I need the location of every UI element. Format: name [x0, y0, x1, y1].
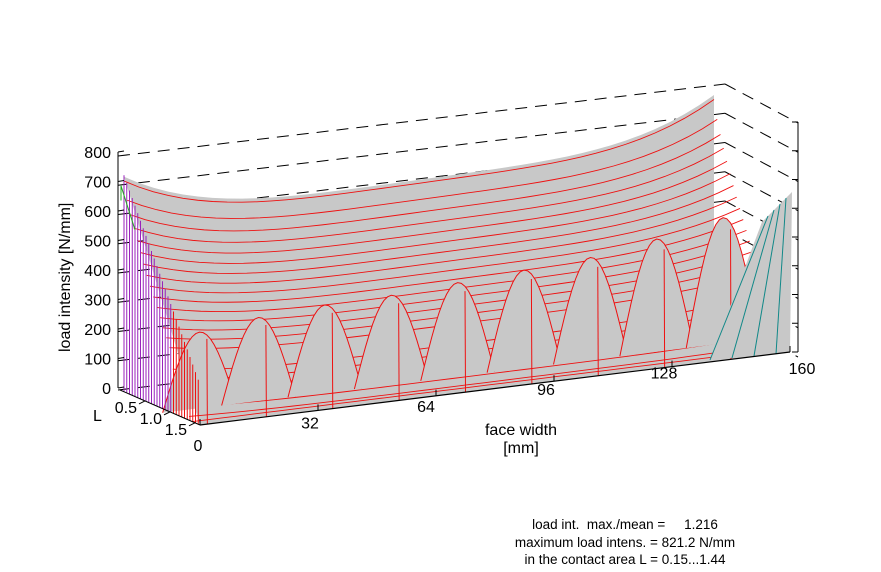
z-tick-label: 800 [84, 145, 111, 162]
x-tick-label: 160 [789, 361, 816, 378]
axes: 0 100 200 300 400 500 600 700 800 0 32 64 96 128 160 0.… [84, 121, 816, 455]
z-tick-label: 400 [84, 263, 111, 280]
contact-diagonal [331, 312, 334, 409]
contact-diagonal [265, 324, 267, 417]
contact-lobe-fill [288, 304, 362, 398]
gridline [117, 83, 726, 157]
right-flank-line [731, 209, 775, 359]
surface-line [136, 160, 728, 254]
z-tick-label: 300 [84, 293, 111, 310]
z-tick-label: 200 [84, 322, 111, 339]
contact-lobe-fill [221, 317, 296, 406]
contact-lobe-fill [354, 295, 429, 390]
contact-lobe [353, 294, 429, 390]
z-tick [117, 150, 125, 153]
contact-lobe [221, 317, 296, 406]
z-tick [117, 357, 125, 359]
depth-tick-label: 1.5 [165, 422, 187, 439]
contact-lobe-fill [553, 257, 628, 365]
z-tick [117, 268, 125, 271]
depth-axis-label: L [93, 408, 102, 425]
z-tick-label: 100 [84, 352, 111, 369]
load-surface [120, 94, 792, 426]
contact-diagonal [663, 249, 666, 368]
x-tick-label: 32 [301, 415, 319, 432]
contact-lobe-fill [487, 270, 561, 373]
stat-contact-area: in the contact area L = 0.15...1.44 [524, 552, 726, 567]
depth-axis-line [119, 389, 201, 426]
z-tick-label: 700 [84, 175, 111, 192]
surface-line [123, 99, 715, 203]
x-tick-label: 0 [194, 438, 203, 455]
right-flank-line [775, 197, 787, 355]
surface-line [130, 134, 721, 232]
contact-lobe [162, 331, 237, 413]
surface-line [146, 196, 737, 284]
gridline [117, 112, 726, 186]
x-tick-label: 128 [651, 366, 678, 383]
depth-tick [163, 411, 171, 416]
stats-box: load int. max./mean = 1.216 maximum load… [490, 516, 760, 569]
contact-diagonal [398, 303, 400, 401]
gridline [724, 142, 799, 182]
y-axis-label: load intensity [N/mm] [57, 203, 74, 352]
contact-lobe-fill [619, 239, 694, 357]
surface-line [185, 332, 776, 408]
stat-max-mean: load int. max./mean = 1.216 [532, 517, 718, 532]
surface-line [153, 219, 744, 303]
right-flank-fill [710, 192, 792, 360]
contact-lobe [287, 304, 363, 398]
contact-diagonal [597, 266, 599, 376]
surface-line [140, 173, 731, 264]
stat-max-load: maximum load intens. = 821.2 N/mm [514, 534, 736, 550]
surface-line [133, 147, 724, 243]
surface-line [192, 348, 783, 423]
z-tick [117, 209, 125, 212]
z-tick [117, 298, 125, 300]
right-flank-line [753, 203, 781, 357]
contact-lobe-fill [420, 282, 495, 381]
gridline [724, 83, 799, 124]
surface-line [188, 342, 780, 417]
z-tick [117, 239, 125, 241]
gridline [724, 112, 799, 153]
depth-tick [188, 422, 196, 427]
z-tick-label: 0 [102, 381, 111, 398]
x-axis-label: face width [485, 422, 557, 439]
green-edge [120, 185, 136, 230]
contact-diagonal [530, 278, 533, 384]
depth-tick [138, 400, 146, 405]
z-tick [117, 180, 125, 182]
surface-line [149, 208, 741, 294]
x-tick-label: 64 [417, 399, 435, 416]
contact-lobe [420, 282, 495, 381]
surface-line [143, 185, 734, 274]
contact-lobe [486, 269, 562, 373]
z-tick [117, 386, 125, 389]
contact-diagonal [206, 338, 208, 425]
contact-lobe [553, 256, 628, 365]
x-axis-unit: [mm] [503, 440, 539, 457]
z-tick [117, 327, 125, 330]
x-tick-label: 96 [537, 382, 555, 399]
x-axis-line [199, 351, 791, 426]
depth-tick-label: 0.5 [115, 400, 137, 417]
z-tick-label: 500 [84, 234, 111, 251]
depth-tick-label: 1.0 [140, 411, 162, 428]
contact-diagonal [464, 291, 466, 393]
right-flank-line [709, 215, 769, 361]
z-tick-label: 600 [84, 204, 111, 221]
surface-line [127, 119, 718, 219]
contact-lobe [619, 238, 695, 357]
